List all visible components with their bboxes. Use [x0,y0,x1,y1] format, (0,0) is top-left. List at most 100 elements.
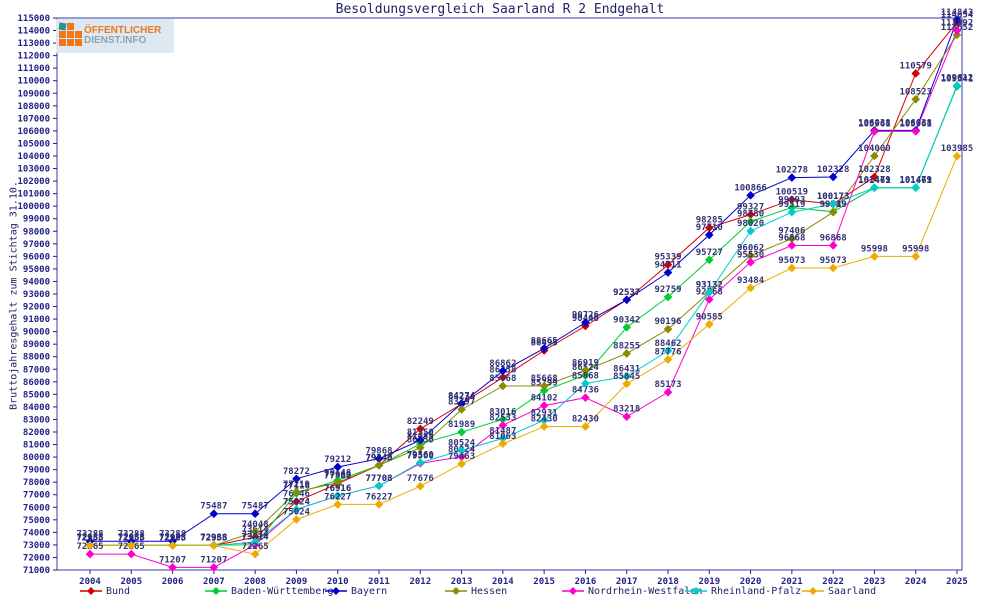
data-point-nordrhein-westfalen-2005[interactable] [126,549,136,559]
data-point-bayern-2008[interactable] [250,509,260,519]
data-point-bayern-2020[interactable] [746,191,755,200]
data-point-rheinland-pfalz-2021[interactable] [787,207,797,217]
data-point-hessen-2016[interactable] [581,365,590,375]
data-point-nordrhein-westfalen-2016[interactable] [581,393,590,402]
data-point-saarland-2007[interactable] [209,541,219,550]
data-point-saarland-2006[interactable] [168,541,177,550]
data-point-hessen-2014[interactable] [498,381,508,391]
data-point-saarland-2009[interactable] [292,515,301,524]
data-point-baden-w-rttemberg-2019[interactable] [704,255,714,265]
data-point-nordrhein-westfalen-2022[interactable] [828,241,838,250]
data-point-baden-w-rttemberg-2015[interactable] [539,386,549,395]
data-point-bayern-2022[interactable] [828,172,838,182]
data-point-saarland-2025[interactable] [952,151,962,161]
data-point-saarland-2016[interactable] [581,422,590,431]
data-point-saarland-2012[interactable] [415,481,425,491]
data-point-bayern-2018[interactable] [663,268,673,277]
data-point-bund-2014[interactable] [498,373,508,382]
data-point-bund-2012[interactable] [415,424,425,434]
data-point-baden-w-rttemberg-2016[interactable] [581,370,590,380]
data-point-saarland-2018[interactable] [663,355,673,364]
data-point-rheinland-pfalz-2020[interactable] [746,226,755,236]
data-point-rheinland-pfalz-2013[interactable] [457,446,466,455]
data-point-rheinland-pfalz-2024[interactable] [911,183,921,192]
data-point-nordrhein-westfalen-2014[interactable] [498,421,508,430]
data-point-hessen-2009[interactable] [292,487,301,497]
point-label-hessen-2021: 97406 [778,227,805,237]
data-point-nordrhein-westfalen-2015[interactable] [539,401,549,410]
data-point-hessen-2008[interactable] [250,527,260,537]
data-point-rheinland-pfalz-2023[interactable] [870,183,879,192]
data-point-saarland-2024[interactable] [911,252,921,261]
data-point-hessen-2017[interactable] [622,349,632,358]
data-point-nordrhein-westfalen-2024[interactable] [911,127,921,136]
data-point-hessen-2018[interactable] [663,324,673,334]
data-point-saarland-2013[interactable] [457,459,466,469]
data-point-saarland-2014[interactable] [498,439,508,449]
data-point-rheinland-pfalz-2008[interactable] [250,537,260,547]
legend-label-nordrhein-westfalen: Nordrhein-Westfalen [588,585,703,597]
data-point-rheinland-pfalz-2009[interactable] [292,505,301,514]
data-point-saarland-2011[interactable] [374,500,384,509]
data-point-bayern-2017[interactable] [622,295,632,305]
data-point-saarland-2020[interactable] [746,283,755,293]
data-point-saarland-2017[interactable] [622,379,632,389]
data-point-rheinland-pfalz-2016[interactable] [581,379,590,388]
data-point-nordrhein-westfalen-2019[interactable] [704,295,714,304]
y-tick-label: 94000 [23,277,50,287]
data-point-saarland-2015[interactable] [539,422,549,431]
data-point-nordrhein-westfalen-2020[interactable] [746,257,755,267]
data-point-bund-2023[interactable] [870,172,879,182]
data-point-hessen-2023[interactable] [870,151,879,161]
data-point-saarland-2005[interactable] [126,541,136,550]
oeffentlicher-dienst-logo[interactable]: ÖFFENTLICHER DIENST.INFO [56,19,174,53]
data-point-rheinland-pfalz-2022[interactable] [828,199,838,209]
data-point-hessen-2015[interactable] [539,381,549,391]
data-point-rheinland-pfalz-2011[interactable] [374,481,384,491]
data-point-hessen-2011[interactable] [374,461,384,470]
x-tick-label: 2019 [698,577,720,587]
data-point-baden-w-rttemberg-2013[interactable] [457,427,466,437]
data-point-rheinland-pfalz-2019[interactable] [704,288,714,297]
data-point-hessen-2022[interactable] [828,207,838,217]
data-point-nordrhein-westfalen-2007[interactable] [209,563,219,572]
data-point-saarland-2004[interactable] [85,541,95,550]
data-point-bayern-2010[interactable] [333,462,343,472]
data-point-hessen-2013[interactable] [457,405,466,414]
data-point-bayern-2021[interactable] [787,173,797,182]
data-point-saarland-2022[interactable] [828,263,838,273]
data-point-bayern-2015[interactable] [539,344,549,353]
data-point-saarland-2008[interactable] [250,549,260,559]
data-point-nordrhein-westfalen-2021[interactable] [787,241,797,250]
data-point-hessen-2012[interactable] [415,443,425,452]
data-point-bund-2024[interactable] [911,69,921,78]
data-point-nordrhein-westfalen-2023[interactable] [870,127,879,136]
data-point-baden-w-rttemberg-2018[interactable] [663,292,673,302]
data-point-saarland-2019[interactable] [704,319,714,329]
data-point-nordrhein-westfalen-2017[interactable] [622,412,632,422]
data-point-hessen-2010[interactable] [333,478,343,487]
data-point-bayern-2007[interactable] [209,509,219,519]
data-point-nordrhein-westfalen-2004[interactable] [85,549,95,559]
data-point-nordrhein-westfalen-2018[interactable] [663,387,673,397]
data-point-nordrhein-westfalen-2006[interactable] [168,563,177,572]
data-point-bayern-2009[interactable] [292,474,301,484]
data-point-bayern-2019[interactable] [704,230,714,240]
data-point-hessen-2024[interactable] [911,94,921,104]
data-point-saarland-2021[interactable] [787,263,797,273]
y-tick-label: 114000 [17,27,50,37]
data-point-rheinland-pfalz-2025[interactable] [952,81,962,90]
point-label-bund-2020: 99327 [737,203,764,213]
data-point-baden-w-rttemberg-2017[interactable] [622,323,632,332]
data-point-saarland-2010[interactable] [333,500,343,509]
point-label-hessen-2007: 72955 [200,533,227,543]
data-point-bayern-2025[interactable] [952,15,962,25]
data-point-bayern-2016[interactable] [581,318,590,327]
data-point-rheinland-pfalz-2018[interactable] [663,346,673,356]
data-point-rheinland-pfalz-2010[interactable] [333,491,343,501]
data-point-nordrhein-westfalen-2025[interactable] [952,26,962,35]
data-point-baden-w-rttemberg-2020[interactable] [746,217,755,226]
data-point-bayern-2014[interactable] [498,366,508,376]
data-point-rheinland-pfalz-2012[interactable] [415,458,425,467]
data-point-saarland-2023[interactable] [870,252,879,261]
